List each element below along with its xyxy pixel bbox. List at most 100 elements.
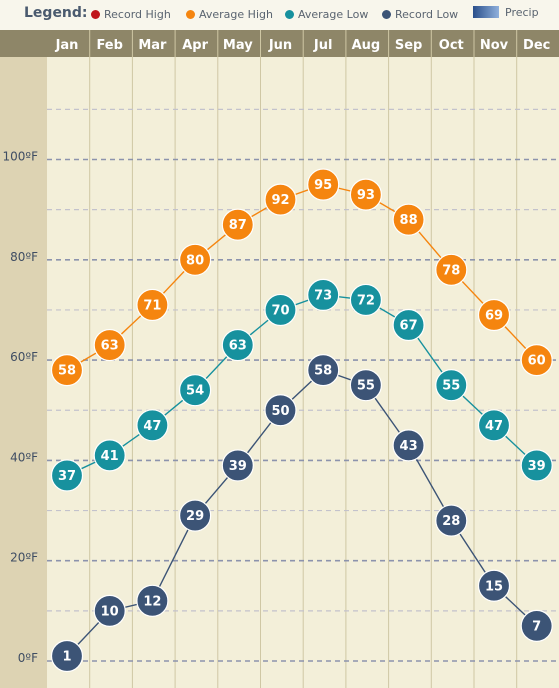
average-high-point: 58 [50,354,84,387]
average-low-marker [520,449,553,482]
average-low-point: 73 [307,278,340,312]
legend-record-low-label: Record Low [395,8,459,21]
average-low-point: 63 [221,328,254,362]
average-low-point: 39 [520,449,553,482]
record-low-data-label: 58 [314,364,332,379]
legend-average-high: Average High [186,8,273,21]
x-tick-label: Oct [439,38,464,53]
average-high-data-label: 88 [400,213,418,228]
average-low-marker [93,439,126,472]
average-high-data-label: 87 [229,218,247,233]
average-low-data-label: 72 [357,293,375,308]
record-low-data-label: 7 [532,619,541,634]
average-high-point: 80 [179,243,212,276]
record-low-data-label: 28 [442,514,460,529]
legend-title: Legend: [24,5,88,21]
average-high-marker [435,253,468,286]
y-tick-label: 40ºF [10,450,38,464]
series-line-average-high [66,183,538,371]
y-tick-label: 80ºF [10,250,38,264]
x-tick-label: Jul [313,38,333,53]
average-low-data-label: 70 [271,303,289,318]
average-low-point: 70 [264,293,297,327]
x-tick-label: Dec [523,38,550,53]
average-low-data-label: 47 [143,419,161,434]
record-low-marker [520,609,553,642]
series-line-record-low [66,369,538,657]
record-low-point: 50 [264,394,297,427]
y-tick-label: 20ºF [10,551,38,565]
average-high-point: 71 [136,288,169,322]
y-tick-label: 100ºF [3,150,39,164]
record-low-marker [392,429,425,462]
average-high-point: 60 [520,344,553,377]
record-high-dot-icon [91,10,100,19]
average-low-data-label: 73 [314,288,332,303]
average-low-data-label: 39 [528,459,546,474]
average-low-data-label: 63 [229,339,247,354]
average-low-data-label: 55 [442,379,460,394]
average-high-point: 88 [392,203,425,236]
average-low-marker [136,409,169,442]
average-low-marker [50,459,84,492]
average-low-data-label: 37 [58,469,76,484]
record-low-data-label: 55 [357,379,375,394]
y-tick-label: 60ºF [10,350,38,364]
x-tick-label: Feb [96,38,122,53]
average-high-point: 78 [435,253,468,286]
legend-precip-label: Precip [505,6,539,19]
average-high-marker [307,168,340,201]
x-tick-label: Sep [395,38,423,53]
x-tick-label: Aug [352,38,381,53]
record-low-marker [136,584,169,617]
record-low-dot-icon [382,10,391,19]
average-high-marker [93,328,126,362]
average-high-marker [179,243,212,276]
average-high-point: 93 [349,178,382,211]
record-low-point: 55 [349,369,382,402]
record-low-point: 29 [179,499,212,532]
record-low-marker [50,639,84,673]
record-low-marker [349,369,382,402]
record-low-data-label: 12 [143,594,161,609]
average-low-point: 47 [136,409,169,442]
average-low-data-label: 67 [400,318,418,333]
record-low-data-label: 29 [186,509,204,524]
record-low-marker [93,594,126,627]
average-high-point: 87 [221,208,254,241]
record-low-point: 39 [221,449,254,482]
average-low-point: 54 [179,374,212,407]
average-high-point: 92 [264,183,297,216]
average-high-data-label: 63 [101,339,119,354]
average-high-marker [221,208,254,241]
record-low-point: 15 [477,569,511,602]
month-header-bar [0,30,559,57]
record-low-data-label: 15 [485,579,503,594]
average-high-data-label: 93 [357,188,375,203]
average-high-marker [50,354,84,387]
legend-record-high-label: Record High [104,8,171,21]
record-low-point: 7 [520,609,553,642]
average-high-point: 69 [477,298,511,332]
average-high-marker [392,203,425,236]
average-high-point: 63 [93,328,126,362]
legend-record-low: Record Low [382,8,458,21]
record-low-data-label: 1 [62,649,71,664]
precip-swatch-icon [473,6,499,18]
record-low-point: 58 [307,354,340,387]
average-low-marker [349,283,382,317]
average-high-data-label: 69 [485,308,503,323]
x-tick-label: Jan [55,38,79,53]
average-low-point: 72 [349,283,382,317]
average-low-point: 47 [477,409,511,442]
record-low-marker [435,504,468,537]
average-low-data-label: 54 [186,384,204,399]
record-low-marker [264,394,297,427]
record-low-data-label: 39 [229,459,247,474]
record-low-marker [179,499,212,532]
average-low-marker [264,293,297,327]
x-tick-label: Apr [182,38,208,53]
legend-average-low: Average Low [285,8,368,21]
average-high-data-label: 78 [442,263,460,278]
average-low-data-label: 47 [485,419,503,434]
